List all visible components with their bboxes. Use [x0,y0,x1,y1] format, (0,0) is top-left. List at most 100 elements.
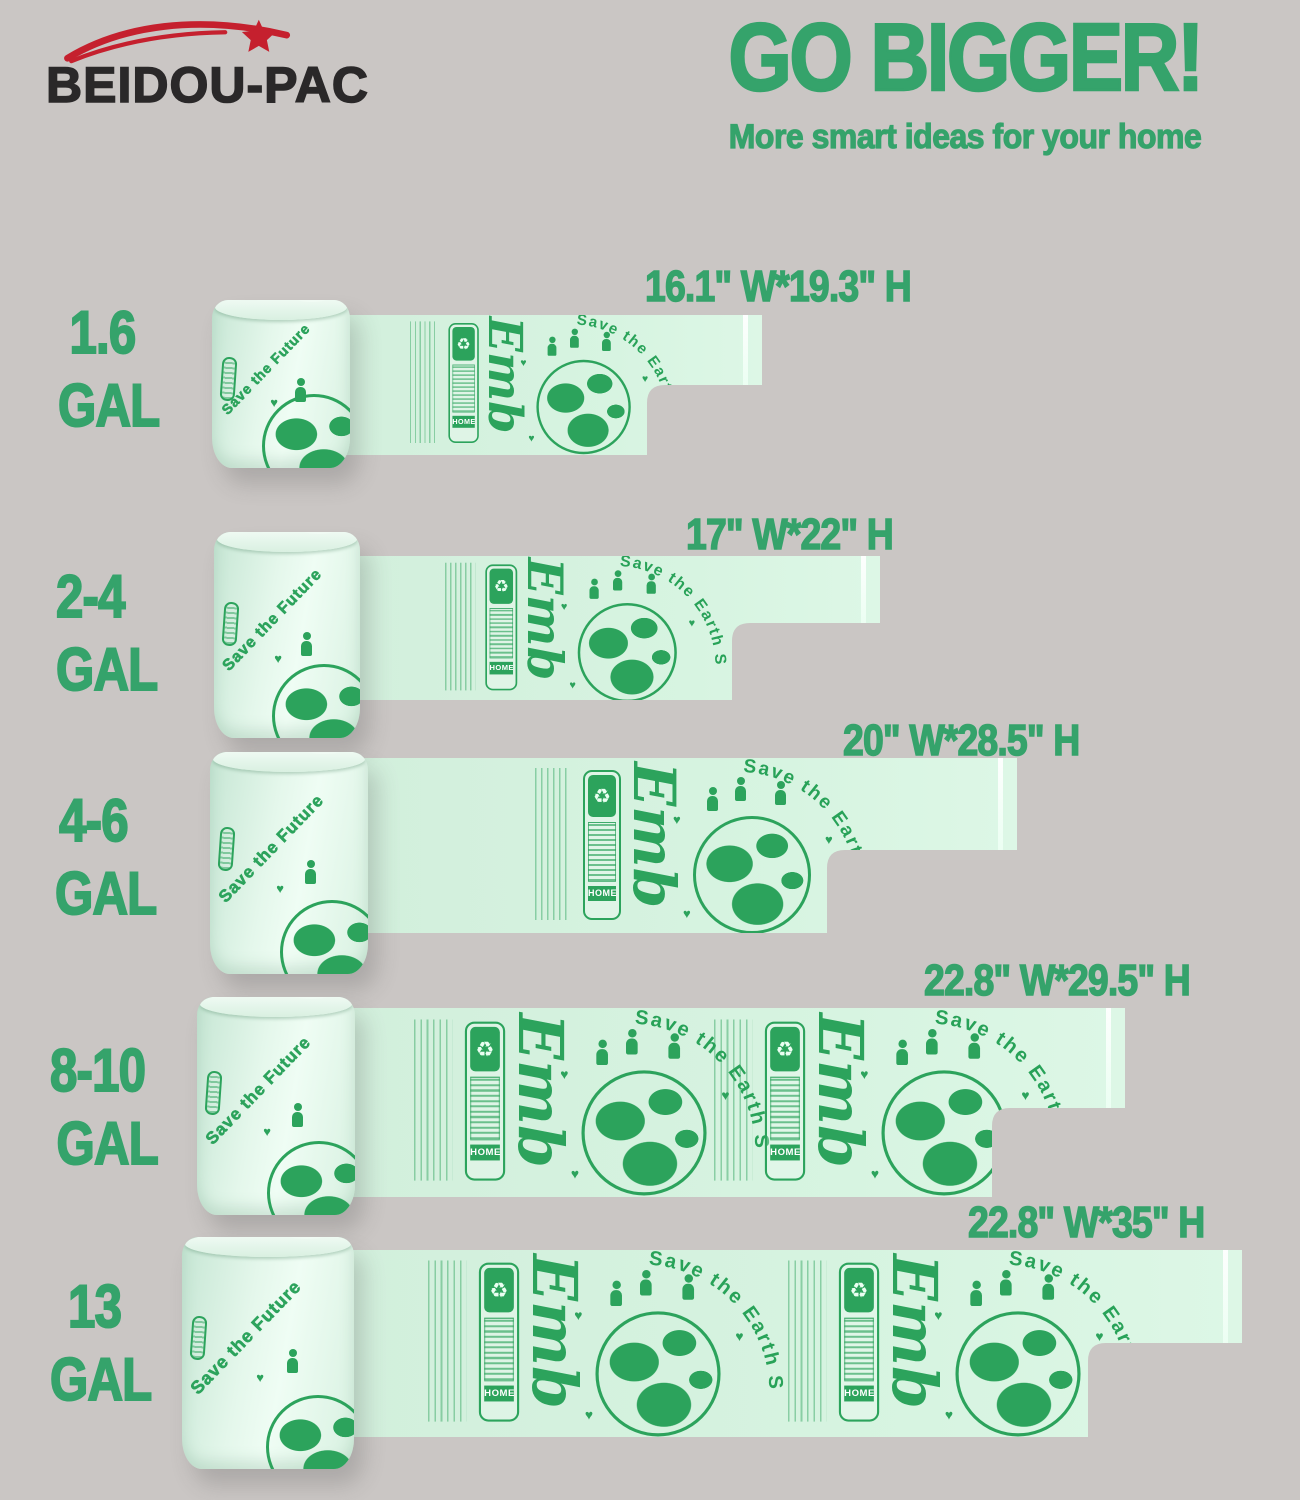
size-value: 1.6 [69,298,137,367]
roll-top-crinkle [213,752,365,772]
bag-dimensions-label: 17" W*22" H [685,509,894,560]
bag-fold-seam [998,758,1003,850]
roll-earth-graphic [280,900,368,974]
svg-text:Save the Earth S: Save the Earth S [1008,1248,1147,1392]
fine-print-text-block [535,768,571,920]
child-figure-graphic [926,1039,938,1055]
bag-fold-seam [1223,1250,1228,1343]
home-compostable-tag: HOME [484,1386,514,1402]
fine-print-text-block [414,1019,452,1180]
bag-print-motif: ♻ HOME Emb ♥ ♥ ♥ Save the Earth S [410,315,674,453]
child-figure-graphic [613,578,622,591]
compostable-certification-strip: ♻ HOME [448,323,478,443]
roll-top-crinkle [200,997,352,1017]
bag-print-motif: ♻ HOME Emb ♥ ♥ ♥ Save the Earth S [788,1252,1138,1434]
certification-codes [770,1077,800,1141]
heart-icon: ♥ [584,1406,594,1423]
fine-print-text-block [410,321,439,443]
script-print-text: Emb [620,762,688,909]
child-figure-graphic [301,632,312,656]
bag-roll-graphic: Save the Future ♥ [210,752,368,974]
home-compostable-tag: HOME [588,886,616,901]
compost-seal-icon: ♻ [770,1027,800,1072]
svg-text:Save the Earth S: Save the Earth S [742,756,873,892]
arc-text-graphic: Save the Earth S [552,312,680,448]
child-figure-graphic [640,1280,652,1296]
size-unit: GAL [49,1345,153,1414]
headline: GO BIGGER! More smart ideas for your hom… [630,6,1300,157]
compostable-certification-strip: ♻ HOME [479,1263,519,1422]
size-value: 4-6 [58,786,129,855]
bag-roll-graphic: Save the Future ♥ [214,532,360,738]
child-figure-graphic [602,339,611,351]
roll-mini-badge [189,1315,208,1361]
compost-seal-icon: ♻ [452,327,474,361]
child-figure-graphic [1042,1284,1054,1300]
fine-print-text-block [445,563,475,691]
compost-seal-icon: ♻ [470,1027,500,1072]
heart-icon: ♥ [673,812,681,827]
bag-dimensions-label: 22.8" W*29.5" H [923,955,1191,1006]
bag-print-motif: ♻ HOME Emb ♥ ♥ ♥ Save the Earth S [714,1011,1064,1193]
heart-icon: ♥ [574,1307,583,1324]
bag-roll-graphic: Save the Future ♥ [182,1237,354,1469]
size-label: 8-10 GAL [49,1034,159,1180]
heart-icon: ♥ [642,372,649,385]
child-figure-graphic [610,1290,622,1306]
roll-earth-graphic [272,664,360,738]
earth-graphic [595,1311,720,1436]
child-figure-graphic [896,1049,908,1065]
heart-icon: ♥ [560,1066,569,1083]
child-figure-graphic [596,1049,608,1065]
roll-earth-graphic [267,1141,355,1215]
child-figure-graphic [295,378,306,402]
compostable-certification-strip: ♻ HOME [465,1022,505,1181]
heart-icon: ♥ [735,1328,744,1345]
heart-icon: ♥ [270,395,278,410]
home-compostable-tag: HOME [770,1145,800,1161]
size-value: 8-10 [49,1036,147,1105]
bag-roll-graphic: Save the Future ♥ [197,997,355,1215]
heart-icon: ♥ [944,1406,954,1423]
svg-text:Save the Earth S: Save the Earth S [619,553,728,667]
certification-codes [484,1318,514,1382]
home-compostable-tag: HOME [452,416,474,428]
earth-graphic [536,360,630,454]
child-figure-graphic [970,1290,982,1306]
size-unit: GAL [55,635,159,704]
arc-text-graphic: Save the Earth S [595,553,729,696]
size-value: 13 [67,1272,123,1341]
size-label: 2-4 GAL [55,560,159,706]
heart-icon: ♥ [934,1307,943,1324]
script-print-text: Emb [804,1013,877,1169]
certification-codes [470,1077,500,1141]
size-label: 4-6 GAL [54,784,158,930]
roll-mini-badge [217,826,236,872]
bag-dimensions-label: 16.1" W*19.3" H [644,261,912,312]
heart-icon: ♥ [1095,1328,1104,1345]
arc-text-graphic: Save the Earth S [617,1248,787,1428]
heart-icon: ♥ [870,1165,880,1182]
heart-icon: ♥ [825,832,833,847]
arc-text-graphic: Save the Earth S [713,756,873,926]
child-figure-graphic [968,1043,980,1059]
heart-icon: ♥ [721,1087,729,1103]
compost-seal-icon: ♻ [844,1268,874,1313]
child-figure-graphic [647,581,656,594]
size-unit: GAL [54,859,158,928]
roll-top-crinkle [185,1237,351,1257]
child-figure-graphic [287,1349,298,1373]
bag-print-motif: ♻ HOME Emb ♥ ♥ ♥ Save the Earth S [535,760,865,932]
heart-icon: ♥ [688,616,696,630]
svg-text:Save the Earth S: Save the Earth S [934,1007,1073,1151]
logo-swoosh-icon [64,19,291,64]
heart-icon: ♥ [528,431,535,444]
earth-graphic [581,1070,706,1195]
home-compostable-tag: HOME [844,1386,874,1402]
size-label: 1.6 GAL [57,296,161,442]
heart-icon: ♥ [569,678,576,692]
home-compostable-tag: HOME [470,1145,500,1161]
bag-print-motif: ♻ HOME Emb ♥ ♥ ♥ Save the Earth S [414,1011,764,1193]
compost-seal-icon: ♻ [484,1268,514,1313]
